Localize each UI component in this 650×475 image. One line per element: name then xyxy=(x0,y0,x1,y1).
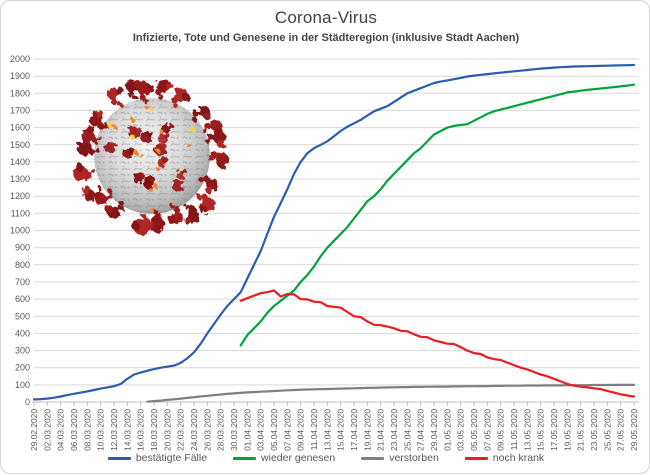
x-tick-label: 27.04.2020 xyxy=(416,409,426,451)
y-tick-label: 1000 xyxy=(10,226,30,236)
y-tick-label: 500 xyxy=(15,311,30,321)
x-tick-label: 17.04.2020 xyxy=(349,409,359,451)
y-tick-label: 400 xyxy=(15,328,30,338)
y-tick-label: 1500 xyxy=(10,140,30,150)
y-tick-label: 100 xyxy=(15,380,30,390)
series-line-verstorben xyxy=(146,383,636,403)
series-line-bestaetigte-faelle xyxy=(32,63,636,401)
x-tick-label: 29.02.2020 xyxy=(29,409,39,451)
x-tick-label: 02.03.2020 xyxy=(42,409,52,451)
x-tick-label: 07.04.2020 xyxy=(282,409,292,451)
x-tick-label: 19.05.2020 xyxy=(562,409,572,451)
series-line-noch-krank xyxy=(239,289,636,398)
x-tick-label: 06.03.2020 xyxy=(69,409,79,451)
x-tick-label: 21.04.2020 xyxy=(376,409,386,451)
x-tick-label: 14.03.2020 xyxy=(122,409,132,451)
x-tick-label: 03.05.2020 xyxy=(456,409,466,451)
y-tick-label: 200 xyxy=(15,363,30,373)
y-tick-label: 0 xyxy=(25,397,30,407)
x-tick-label: 03.04.2020 xyxy=(256,409,266,451)
legend-label: bestätigte Fälle xyxy=(135,452,208,464)
y-tick-label: 1900 xyxy=(10,71,30,81)
x-tick-label: 08.03.2020 xyxy=(82,409,92,451)
y-tick-label: 300 xyxy=(15,346,30,356)
x-tick-label: 10.03.2020 xyxy=(96,409,106,451)
x-tick-label: 07.05.2020 xyxy=(482,409,492,451)
x-tick-label: 22.03.2020 xyxy=(176,409,186,451)
x-tick-label: 09.05.2020 xyxy=(496,409,506,451)
x-tick-label: 04.03.2020 xyxy=(56,409,66,451)
x-tick-label: 11.05.2020 xyxy=(509,409,519,451)
legend-item-wieder-genesen: wieder genesen xyxy=(233,452,335,464)
x-tick-label: 23.04.2020 xyxy=(389,409,399,451)
legend: bestätigte Fälle wieder genesen verstorben… xyxy=(1,452,650,464)
x-tick-label: 01.05.2020 xyxy=(442,409,452,451)
x-tick-label: 05.05.2020 xyxy=(469,409,479,451)
x-tick-label: 21.05.2020 xyxy=(576,409,586,451)
x-tick-label: 29.05.2020 xyxy=(629,409,639,451)
legend-item-verstorben: verstorben xyxy=(361,452,439,464)
x-tick-label: 28.03.2020 xyxy=(216,409,226,451)
x-tick-label: 24.03.2020 xyxy=(189,409,199,451)
x-tick-label: 30.03.2020 xyxy=(229,409,239,451)
y-tick-label: 1800 xyxy=(10,88,30,98)
y-tick-label: 800 xyxy=(15,260,30,270)
chart-title: Corona-Virus xyxy=(274,8,378,27)
x-tick-label: 25.05.2020 xyxy=(602,409,612,451)
x-tick-label: 17.05.2020 xyxy=(549,409,559,451)
legend-swatch-wieder-genesen xyxy=(233,456,257,460)
x-tick-label: 13.04.2020 xyxy=(322,409,332,451)
x-tick-label: 09.04.2020 xyxy=(296,409,306,451)
legend-label: noch krank xyxy=(492,452,545,464)
legend-label: wieder genesen xyxy=(261,452,336,464)
y-tick-label: 1700 xyxy=(10,105,30,115)
x-tick-label: 25.04.2020 xyxy=(402,409,412,451)
legend-swatch-bestaetigte-faelle xyxy=(107,456,131,460)
y-tick-label: 1600 xyxy=(10,123,30,133)
x-tick-label: 01.04.2020 xyxy=(242,409,252,451)
legend-item-noch-krank: noch krank xyxy=(464,452,545,464)
legend-swatch-verstorben xyxy=(361,456,385,460)
y-tick-label: 1100 xyxy=(11,208,30,218)
y-tick-label: 2000 xyxy=(10,54,30,64)
legend-swatch-noch-krank xyxy=(464,456,488,460)
x-tick-label: 27.05.2020 xyxy=(616,409,626,451)
x-tick-label: 13.05.2020 xyxy=(522,409,532,451)
x-tick-label: 19.04.2020 xyxy=(362,409,372,451)
y-tick-label: 600 xyxy=(15,294,30,304)
x-tick-label: 16.03.2020 xyxy=(136,409,146,451)
x-tick-label: 11.04.2020 xyxy=(309,409,319,451)
x-tick-label: 20.03.2020 xyxy=(162,409,172,451)
x-tick-label: 15.04.2020 xyxy=(336,409,346,451)
legend-item-bestaetigte-faelle: bestätigte Fälle xyxy=(107,452,208,464)
legend-label: verstorben xyxy=(389,452,439,464)
x-tick-label: 23.05.2020 xyxy=(589,409,599,451)
y-tick-label: 1400 xyxy=(10,157,30,167)
x-tick-label: 12.03.2020 xyxy=(109,409,119,451)
y-tick-label: 700 xyxy=(15,277,30,287)
y-tick-label: 1200 xyxy=(10,191,30,201)
x-tick-label: 26.03.2020 xyxy=(202,409,212,451)
x-tick-label: 18.03.2020 xyxy=(149,409,159,451)
series-line-wieder-genesen xyxy=(239,83,636,347)
x-tick-label: 05.04.2020 xyxy=(269,409,279,451)
x-tick-label: 29.04.2020 xyxy=(429,409,439,451)
y-tick-label: 900 xyxy=(15,243,30,253)
x-tick-label: 15.05.2020 xyxy=(536,409,546,451)
chart-subtitle: Infizierte, Tote und Genesene in der Stä… xyxy=(132,32,520,44)
coronavirus-image xyxy=(72,78,228,236)
y-tick-label: 1300 xyxy=(10,174,30,184)
